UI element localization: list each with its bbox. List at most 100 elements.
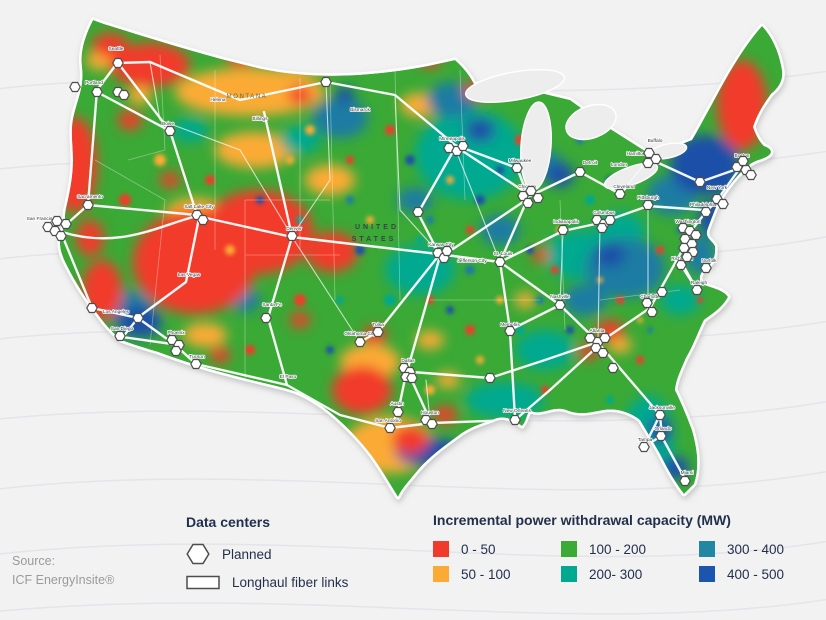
color-swatch-400-500 [699,566,715,582]
datacenter-marker [638,441,650,453]
fiber-label: Longhaul fiber links [232,574,349,590]
datacenters-legend-title: Data centers [186,514,271,530]
datacenter-marker [597,347,609,359]
city-label: Columbus [593,210,615,216]
city-label: Jefferson City [457,258,487,264]
datacenter-marker [406,372,418,384]
datacenter-marker [509,414,521,426]
datacenter-marker [525,185,537,197]
datacenter-marker [114,330,126,342]
datacenter-marker [700,206,712,218]
datacenter-marker [494,256,506,268]
datacenter-marker [614,188,626,200]
datacenters-legend: Data centers Planned Longhaul fiber link… [186,514,348,599]
datacenter-marker [132,312,144,324]
city-label: Tucson [189,354,205,360]
fiber-link-icon [186,575,220,589]
datacenter-marker [596,222,608,234]
capacity-label-300-400: 300 - 400 [727,541,785,557]
capacity-label-100-200: 100 - 200 [589,541,647,557]
datacenter-marker [55,230,67,242]
datacenter-marker [607,362,619,374]
datacenter-marker [554,299,566,311]
datacenter-marker [286,230,298,242]
datacenter-marker [82,199,94,211]
capacity-legend-item: 0 - 50 [433,541,561,557]
datacenter-marker [372,326,384,338]
datacenter-marker [678,242,690,254]
datacenter-marker [604,214,616,226]
city-label: New Orleans [503,408,531,414]
capacity-legend-item: 100 - 200 [561,541,699,557]
datacenter-marker [700,262,712,274]
datacenter-marker [484,372,496,384]
datacenter-marker [694,176,706,188]
city-label: Denver [286,226,302,232]
datacenter-marker [260,312,272,324]
city-label: Atlanta [590,328,605,334]
city-label: St. Louis [494,251,513,257]
datacenter-marker [691,284,703,296]
city-label: Dallas [401,358,415,364]
datacenter-marker [737,155,749,167]
city-label: Bismarck [350,107,370,113]
state-label: MONTANA [227,94,268,100]
city-label: Chicago [518,184,536,190]
capacity-label-50-100: 50 - 100 [461,566,511,582]
datacenter-marker [642,157,654,169]
city-label: Austin [390,401,404,407]
city-label: Cleveland [613,184,635,190]
color-swatch-300-400 [699,541,715,557]
datacenter-marker [60,218,72,230]
legend-row-planned: Planned [186,543,348,565]
city-label: Tampa [638,437,653,443]
datacenter-marker [642,199,654,211]
datacenter-marker [511,162,523,174]
datacenter-marker [641,297,653,309]
city-label: Billings [252,116,268,122]
datacenter-marker [599,332,611,344]
datacenter-marker [532,192,544,204]
city-label: Memphis [500,322,520,328]
capacity-legend-item: 400 - 500 [699,566,784,582]
city-label: Philadelphia [690,202,716,208]
city-label: Raleigh [691,280,708,286]
datacenter-marker [190,358,202,370]
capacity-legend-item: 50 - 100 [433,566,561,582]
datacenter-marker [441,245,453,257]
datacenter-marker [392,406,404,418]
city-label: Charlotte [640,294,660,300]
city-label: San Antonio [375,418,401,424]
city-label: Boise [162,121,174,127]
datacenter-marker [656,286,668,298]
city-label: San Francisco [27,216,58,222]
datacenter-marker [522,197,534,209]
datacenter-marker [91,86,103,98]
datacenter-marker [86,302,98,314]
city-label: Tulsa [372,322,384,328]
capacity-label-0-50: 0 - 50 [461,541,496,557]
lake-superior [464,69,566,103]
city-label: Sacramento [77,194,103,200]
city-label: Norfolk [701,258,717,264]
datacenter-marker [51,215,63,227]
datacenter-marker [646,306,658,318]
city-label: Minneapolis [439,136,465,142]
datacenter-marker [675,259,687,271]
city-label: Helena [210,97,226,103]
city-label: Indianapolis [553,219,579,225]
color-swatch-100-200 [561,541,577,557]
datacenter-marker [690,229,702,241]
capacity-label-400-500: 400 - 500 [727,566,785,582]
datacenter-marker [320,76,332,88]
city-label: Hamilton [627,151,646,157]
city-label: Richmond [671,256,693,262]
datacenter-marker [654,409,666,421]
heatmap-speckle [119,125,703,404]
capacity-legend-grid: 0 - 50 50 - 100 100 - 200 200- 300 300 -… [433,541,784,582]
city-label: Washington [675,219,700,225]
country-label-line1: UNITED [355,224,399,231]
city-label: Kansas City [428,242,454,248]
datacenter-marker [426,418,438,430]
